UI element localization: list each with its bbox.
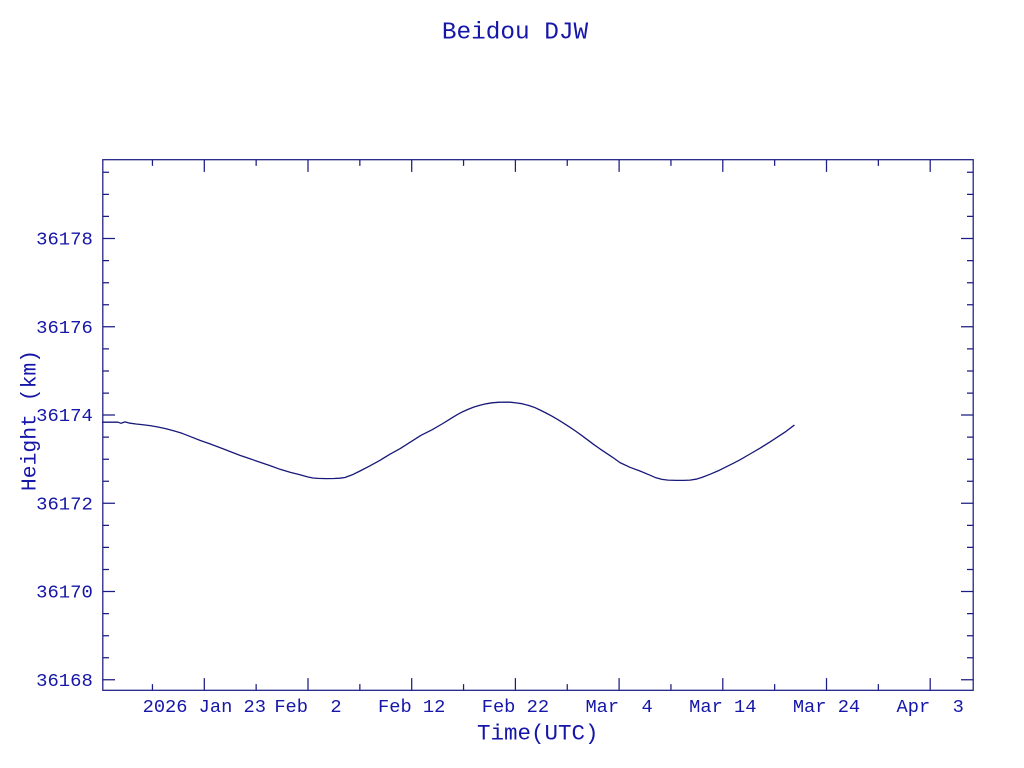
svg-text:Feb 2: Feb 2	[274, 696, 341, 718]
svg-text:Feb 12: Feb 12	[378, 696, 445, 718]
svg-text:36178: 36178	[36, 229, 93, 251]
svg-text:36168: 36168	[36, 670, 93, 692]
svg-text:2026 Jan 23: 2026 Jan 23	[143, 696, 266, 718]
svg-text:Height (km): Height (km)	[19, 350, 43, 491]
svg-text:Time(UTC): Time(UTC)	[477, 721, 599, 747]
svg-text:Feb 22: Feb 22	[482, 696, 549, 718]
svg-text:Apr 3: Apr 3	[897, 696, 964, 718]
svg-text:Mar 24: Mar 24	[793, 696, 860, 718]
svg-text:36174: 36174	[36, 405, 93, 427]
svg-text:36172: 36172	[36, 494, 93, 516]
svg-text:36170: 36170	[36, 582, 93, 604]
svg-text:36176: 36176	[36, 317, 93, 339]
svg-text:Mar 14: Mar 14	[689, 696, 756, 718]
svg-text:Mar 4: Mar 4	[585, 696, 652, 718]
svg-text:Beidou DJW: Beidou DJW	[442, 20, 589, 47]
